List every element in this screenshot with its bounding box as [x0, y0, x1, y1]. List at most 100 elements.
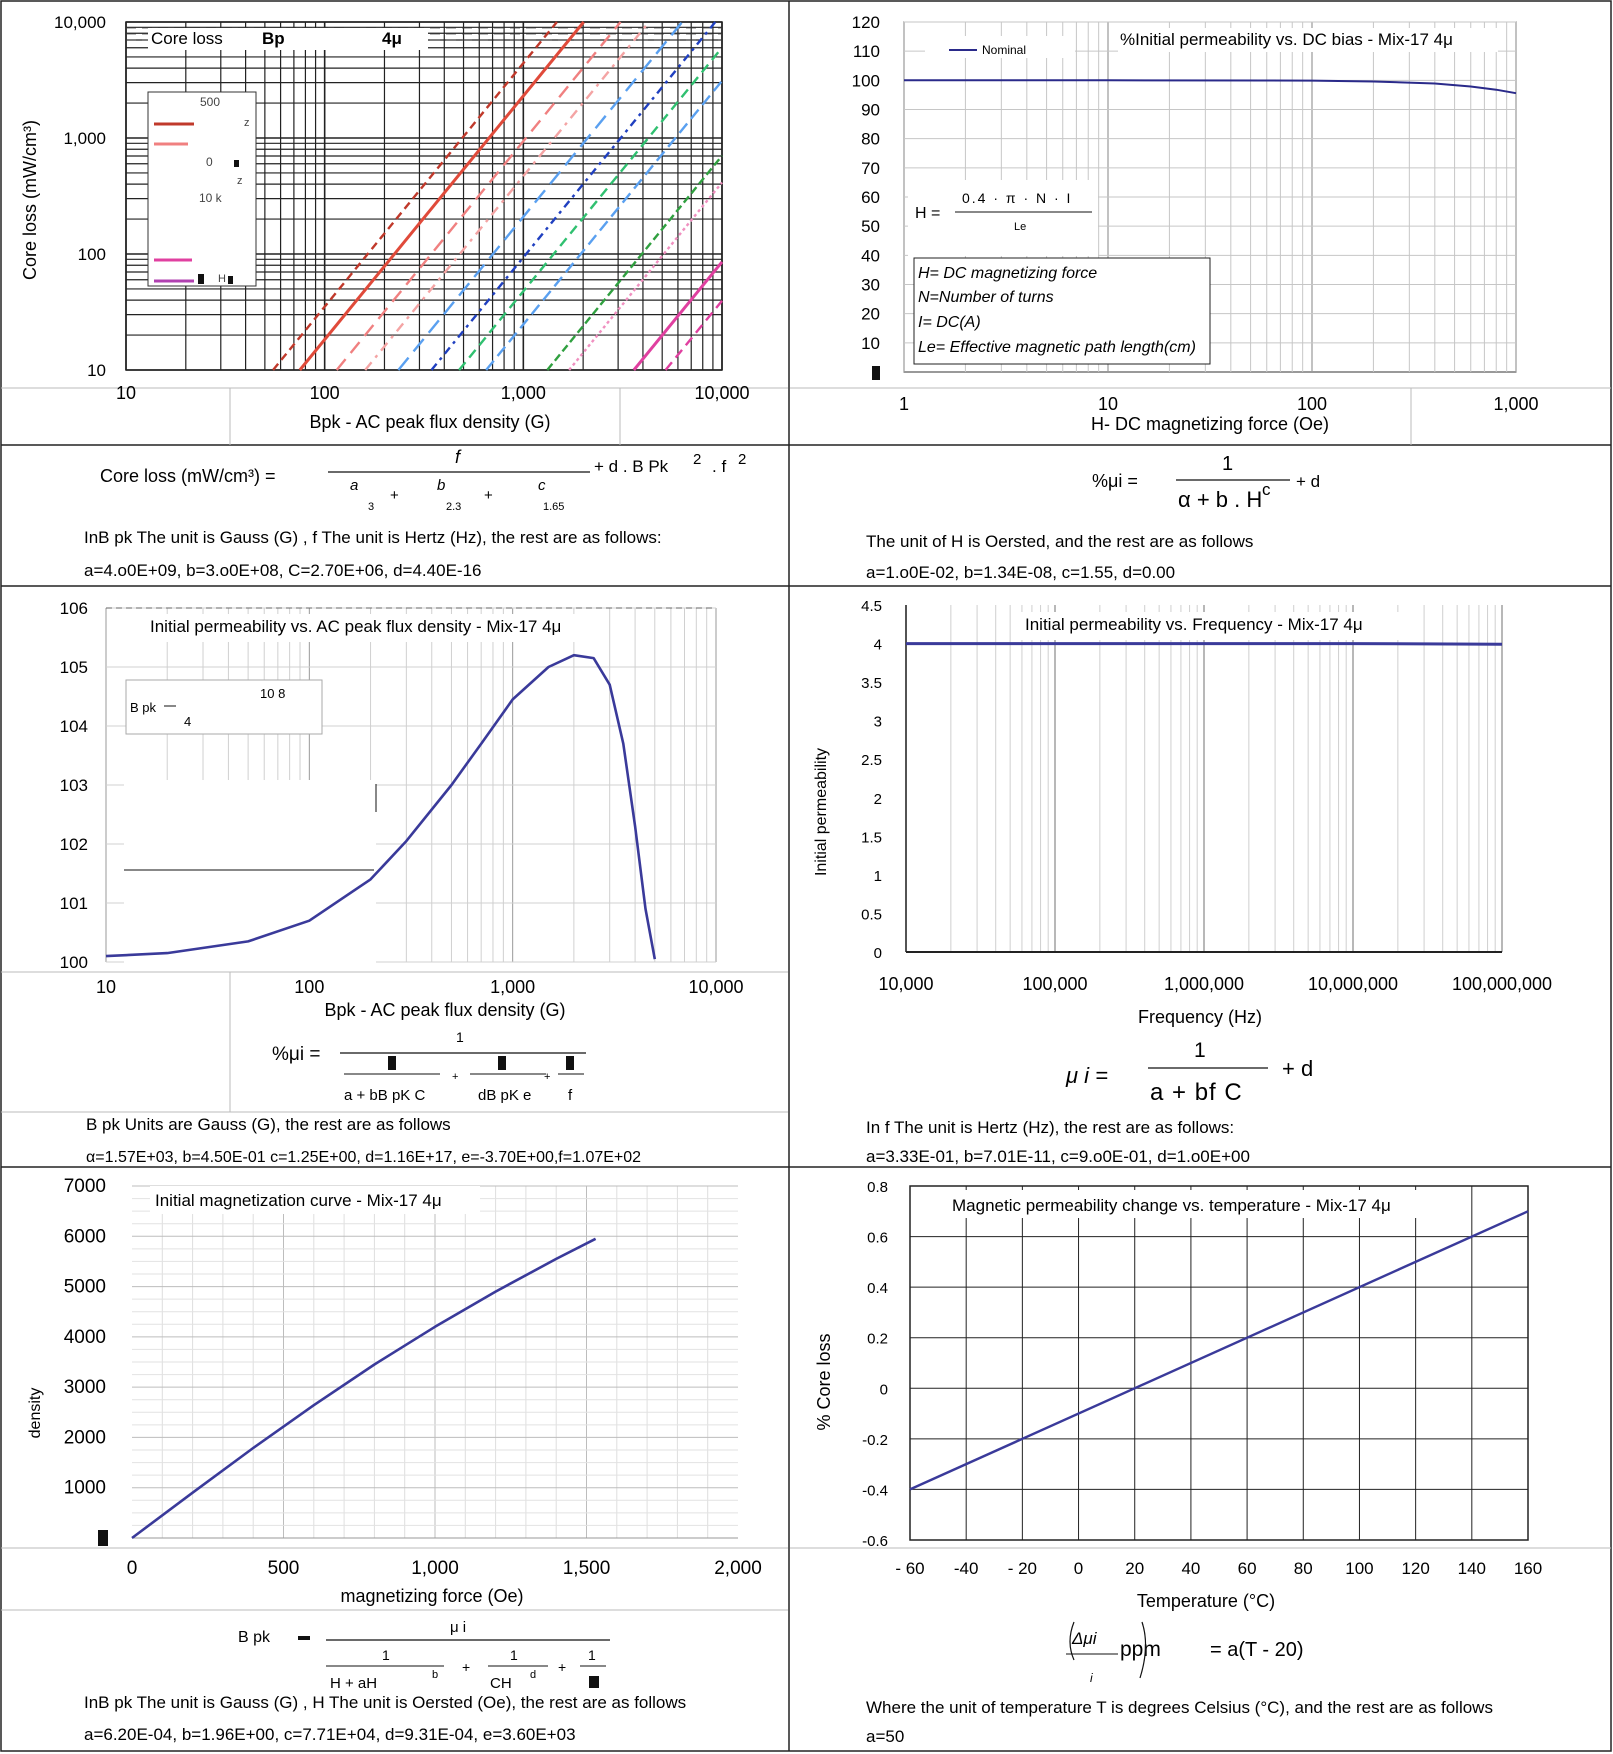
temperature-x-tick-label: -40 — [954, 1559, 979, 1578]
magnetization-formula-lhs: B pk — [238, 1629, 271, 1646]
frequency-x-tick-label: 10,000,000 — [1308, 974, 1398, 994]
ac-flux-y-tick-label: 104 — [60, 717, 88, 736]
ac-flux-x-label: Bpk - AC peak flux density (G) — [324, 1000, 565, 1020]
temperature-y-tick-label: -0.4 — [862, 1482, 888, 1499]
frequency-y-tick-label: 0 — [874, 945, 882, 962]
temperature-y-tick-label: 0.8 — [867, 1179, 888, 1196]
temperature-x-ticks: - 60 -40 - 20 0 20 40 60 80 100 120 140 160 — [895, 1559, 1542, 1578]
dc-bias-series — [904, 79, 1517, 95]
core-loss-x-tick-label: 100 — [310, 383, 340, 403]
ac-flux-note: B pk Units are Gauss (G), the rest are a… — [86, 1115, 451, 1134]
temperature-x-tick-label: 160 — [1514, 1559, 1542, 1578]
legend-fragment: H — [218, 273, 226, 285]
magnetization-title: Initial magnetization curve - Mix-17 4μ — [155, 1191, 442, 1210]
core-loss-coeffs: a=4.o0E+09, b=3.o0E+08, C=2.70E+06, d=4.… — [84, 561, 481, 580]
frequency-y-tick-label: 3.5 — [861, 675, 882, 692]
temperature-y-tick-label: -0.2 — [862, 1432, 888, 1449]
core-loss-y-label: Core loss (mW/cm³) — [20, 120, 40, 280]
frequency-formula: μ i = 1 a + bf C + d — [1065, 1039, 1313, 1106]
frequency-title: Initial permeability vs. Frequency - Mix… — [1025, 615, 1363, 634]
ac-flux-den-1: a + bB pK C — [344, 1087, 425, 1104]
core-loss-formula-tail-f: . f — [712, 457, 726, 476]
dc-bias-y-tick-label: 60 — [861, 188, 880, 207]
dc-bias-coeffs: a=1.o0E-02, b=1.34E-08, c=1.55, d=0.00 — [866, 563, 1175, 582]
temperature-note: Where the unit of temperature T is degre… — [866, 1698, 1493, 1717]
core-loss-formula-tail: + d . B Pk — [594, 457, 669, 476]
core-loss-title-4mu: 4μ — [382, 29, 402, 48]
dc-bias-x-tick-label: 1 — [899, 394, 909, 414]
core-loss-formula-num: f — [455, 447, 462, 467]
frequency-y-tick-label: 3 — [874, 714, 882, 731]
svg-text:+: + — [452, 1071, 458, 1083]
core-loss-curve — [546, 155, 723, 371]
magnetization-formula: B pk μ i 1 H + aH b + 1 CH d + 1 — [238, 1619, 610, 1692]
dc-bias-y-ticks: 10 20 30 40 50 60 70 80 90 100 110 120 — [852, 13, 880, 353]
dc-bias-inset: H = 0.4 · π · N · I Le H= DC magnetizing… — [908, 180, 1211, 365]
magnetization-y-label: density — [27, 1388, 44, 1439]
temperature-y-ticks: -0.6 -0.4 -0.2 0 0.2 0.4 0.6 0.8 — [862, 1179, 888, 1550]
magnetization-curve — [131, 1237, 597, 1540]
legend-fragment: z — [244, 117, 250, 129]
core-loss-den-b: b — [437, 477, 445, 494]
frequency-x-tick-label: 10,000 — [878, 974, 933, 994]
core-loss-grid — [125, 21, 723, 371]
temperature-coeffs: a=50 — [866, 1727, 904, 1746]
frequency-x-tick-label: 100,000 — [1022, 974, 1087, 994]
core-loss-x-ticks: 10 100 1,000 10,000 — [116, 383, 750, 403]
ac-flux-curve — [105, 653, 657, 960]
temperature-formula-lhs: Δμi — [1071, 1629, 1098, 1648]
temperature-x-tick-label: 20 — [1125, 1559, 1144, 1578]
frequency-y-tick-label: 1.5 — [861, 829, 882, 846]
core-loss-y-tick-label: 100 — [78, 245, 106, 264]
magnetization-y-tick-label: 7000 — [64, 1176, 106, 1197]
magnetization-x-tick-label: 0 — [127, 1558, 138, 1579]
frequency-series — [906, 642, 1503, 646]
magnetization-chart: Initial magnetization curve - Mix-17 4μ … — [27, 1176, 762, 1606]
frequency-note: In f The unit is Hertz (Hz), the rest ar… — [866, 1118, 1234, 1137]
le-def: Le= Effective magnetic path length(cm) — [918, 339, 1196, 356]
magnetization-x-ticks: 0 500 1,000 1,500 2,000 — [127, 1558, 762, 1579]
core-loss-x-tick-label: 10 — [116, 383, 136, 403]
core-loss-formula-tail-f-exp: 2 — [738, 451, 746, 468]
dc-bias-y-tick-label: 110 — [853, 42, 880, 61]
ac-flux-x-ticks: 10 100 1,000 10,000 — [96, 977, 744, 997]
dc-bias-y-tick-label: 30 — [861, 276, 880, 295]
magnetization-y-ticks: 1000 2000 3000 4000 5000 6000 7000 — [64, 1176, 106, 1499]
core-loss-title: Core loss — [151, 29, 223, 48]
magnetization-y-tick-label: 5000 — [64, 1277, 106, 1298]
ac-flux-title: Initial permeability vs. AC peak flux de… — [150, 617, 561, 636]
frequency-y-tick-label: 4 — [874, 637, 882, 654]
dc-bias-title: %Initial permeability vs. DC bias - Mix-… — [1120, 30, 1453, 49]
dc-bias-note: The unit of H is Oersted, and the rest a… — [866, 532, 1253, 551]
core-loss-note: InB pk The unit is Gauss (G) , f The uni… — [84, 528, 662, 547]
core-loss-curve — [397, 21, 684, 371]
dc-bias-formula-tail: + d — [1296, 472, 1320, 491]
ac-flux-chart: Initial permeability vs. AC peak flux de… — [60, 599, 744, 1020]
dc-bias-y-tick-label: 120 — [852, 13, 880, 32]
dc-bias-y-tick-label: 90 — [861, 101, 880, 120]
core-loss-den-c: c — [538, 477, 546, 494]
dc-bias-x-ticks: 1 10 100 1,000 — [899, 394, 1539, 414]
ac-flux-y-ticks: 100 101 102 103 104 105 106 — [60, 599, 88, 972]
temperature-x-tick-label: 0 — [1074, 1559, 1083, 1578]
frequency-y-tick-label: 1 — [874, 868, 882, 885]
dc-bias-x-tick-label: 1,000 — [1493, 394, 1538, 414]
n-def: N=Number of turns — [918, 289, 1054, 306]
legend-fragment: z — [237, 175, 243, 187]
frequency-grid — [905, 605, 1503, 953]
core-loss-y-tick-label: 10,000 — [54, 13, 106, 32]
ac-flux-coeffs: α=1.57E+03, b=4.50E-01 c=1.25E+00, d=1.1… — [86, 1149, 641, 1166]
core-loss-x-tick-label: 1,000 — [501, 383, 546, 403]
core-loss-chart: 500 z 0 z 10 k H Core loss Bp 4μ 101001,… — [20, 13, 750, 432]
dc-bias-formula-den-exp: c — [1262, 480, 1271, 499]
dc-bias-y-tick-label: 40 — [861, 246, 880, 265]
core-loss-den-pow-b: 2.3 — [446, 501, 461, 513]
ac-flux-y-tick-label: 102 — [60, 835, 88, 854]
temperature-x-tick-label: - 20 — [1008, 1559, 1037, 1578]
frequency-y-ticks: 0 0.5 1 1.5 2 2.5 3 3.5 4 4.5 — [861, 598, 882, 962]
magnetization-note: InB pk The unit is Gauss (G) , H The uni… — [84, 1693, 686, 1712]
core-loss-y-tick-label: 1,000 — [63, 129, 106, 148]
i-def: I= DC(A) — [918, 314, 981, 331]
